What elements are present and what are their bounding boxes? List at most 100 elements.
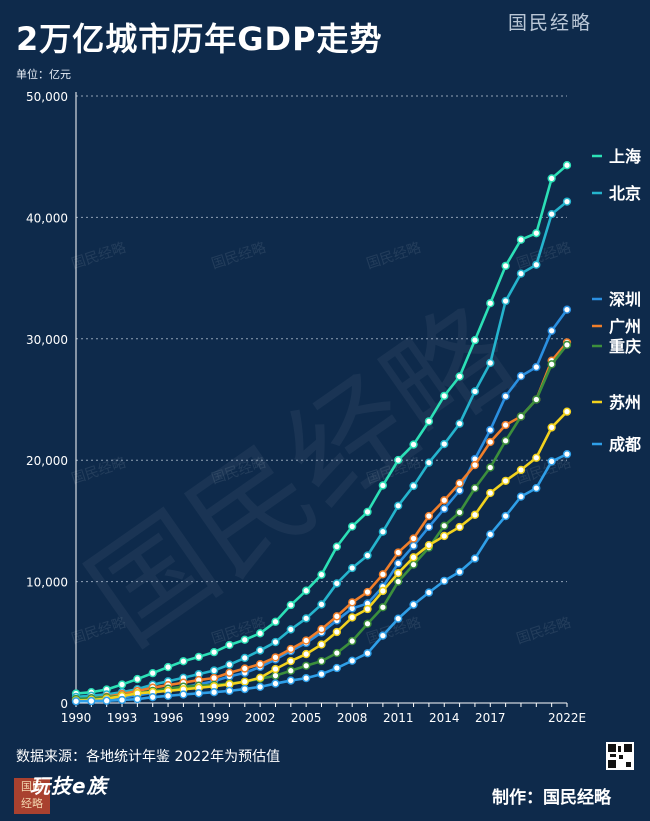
data-point (302, 586, 311, 595)
x-tick-label: 2002 (245, 711, 276, 725)
data-point (409, 534, 418, 543)
data-point (271, 664, 280, 674)
data-point (455, 486, 464, 495)
data-point (102, 696, 111, 705)
x-tick-label: 1999 (199, 711, 230, 725)
data-point (332, 648, 341, 658)
data-point (424, 541, 434, 550)
data-point (71, 697, 81, 706)
data-point (516, 235, 526, 244)
data-point (194, 652, 203, 662)
data-point (255, 682, 265, 692)
data-point (394, 614, 403, 623)
data-point (363, 604, 372, 614)
brand-seal-icon: 国民 经略 (14, 778, 50, 814)
data-point (286, 656, 295, 666)
data-point (133, 694, 142, 704)
data-point (486, 530, 495, 539)
data-point (209, 647, 219, 657)
data-point (424, 588, 434, 597)
data-point (394, 577, 403, 586)
data-point (363, 649, 372, 658)
data-point (332, 612, 341, 621)
watermark-text: 国民经略 (365, 240, 423, 273)
data-point (378, 631, 388, 640)
data-point (255, 629, 265, 638)
data-point (532, 229, 541, 238)
data-point (302, 661, 311, 670)
data-point (363, 551, 372, 560)
data-point (455, 508, 464, 517)
data-source: 数据来源：各地统计年鉴 2022年为预估值 (16, 749, 281, 765)
data-point (440, 521, 449, 530)
credit: 制作：国民经略 (492, 788, 611, 808)
data-point (470, 387, 480, 396)
data-point (455, 479, 464, 488)
data-point (501, 476, 510, 485)
y-tick-label: 10,000 (26, 576, 68, 590)
data-point (378, 586, 388, 596)
x-tick-label: 1990 (61, 711, 92, 725)
watermark-text: 国民经略 (70, 240, 128, 273)
legend-label: 上海 (609, 147, 641, 166)
data-point (240, 684, 249, 694)
data-point (501, 296, 510, 306)
page-title: 2万亿城市历年GDP走势 (16, 20, 383, 58)
data-point (163, 662, 173, 672)
data-point (470, 510, 480, 519)
data-point (317, 570, 326, 579)
data-point (209, 688, 219, 697)
data-point (348, 563, 357, 573)
watermark-text: 国民经略 (515, 240, 573, 273)
data-point (394, 559, 403, 568)
data-point (470, 460, 480, 470)
legend-label: 成都 (609, 435, 641, 454)
data-point (440, 531, 449, 541)
data-point (348, 598, 357, 607)
qr-code-icon[interactable] (606, 742, 634, 770)
data-point (562, 407, 572, 416)
data-point (562, 340, 572, 350)
watermark-text: 国民经略 (210, 240, 268, 273)
data-point (302, 649, 311, 659)
data-point (317, 669, 326, 679)
data-point (302, 673, 311, 683)
data-point (209, 666, 219, 675)
data-point (409, 440, 418, 449)
data-point (271, 617, 280, 626)
data-point (286, 600, 295, 610)
data-point (394, 501, 403, 510)
x-tick-label: 2008 (337, 711, 368, 725)
data-point (455, 522, 464, 532)
data-point (547, 209, 556, 219)
data-point (409, 541, 418, 550)
data-point (378, 527, 388, 536)
data-point (148, 693, 157, 702)
data-point (348, 636, 357, 646)
y-tick-label: 30,000 (26, 333, 68, 347)
data-point (501, 420, 510, 430)
x-tick-label: 1993 (107, 711, 138, 725)
data-point (409, 560, 418, 569)
data-point (240, 664, 249, 673)
data-point (363, 507, 372, 517)
data-point (271, 653, 280, 662)
x-tick-label: 1996 (153, 711, 184, 725)
y-tick-label: 50,000 (26, 90, 68, 104)
data-point (363, 619, 372, 628)
data-point (486, 358, 495, 368)
data-point (424, 522, 434, 532)
data-point (133, 674, 142, 684)
data-point (286, 625, 295, 634)
data-point (424, 417, 434, 426)
data-point (440, 391, 449, 401)
data-point (562, 197, 572, 206)
data-point (271, 679, 280, 688)
data-point (348, 613, 357, 622)
data-point (470, 335, 480, 345)
data-point (179, 657, 188, 666)
data-point (516, 465, 526, 475)
legend-label: 深圳 (609, 290, 641, 309)
data-point (440, 576, 449, 586)
